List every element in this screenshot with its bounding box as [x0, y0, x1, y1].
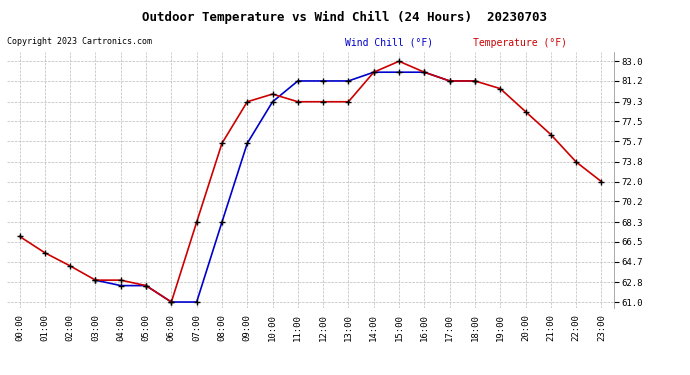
Text: Copyright 2023 Cartronics.com: Copyright 2023 Cartronics.com — [7, 38, 152, 46]
Text: Outdoor Temperature vs Wind Chill (24 Hours)  20230703: Outdoor Temperature vs Wind Chill (24 Ho… — [143, 11, 547, 24]
Text: Wind Chill (°F): Wind Chill (°F) — [345, 38, 445, 48]
Text: Temperature (°F): Temperature (°F) — [473, 38, 566, 48]
